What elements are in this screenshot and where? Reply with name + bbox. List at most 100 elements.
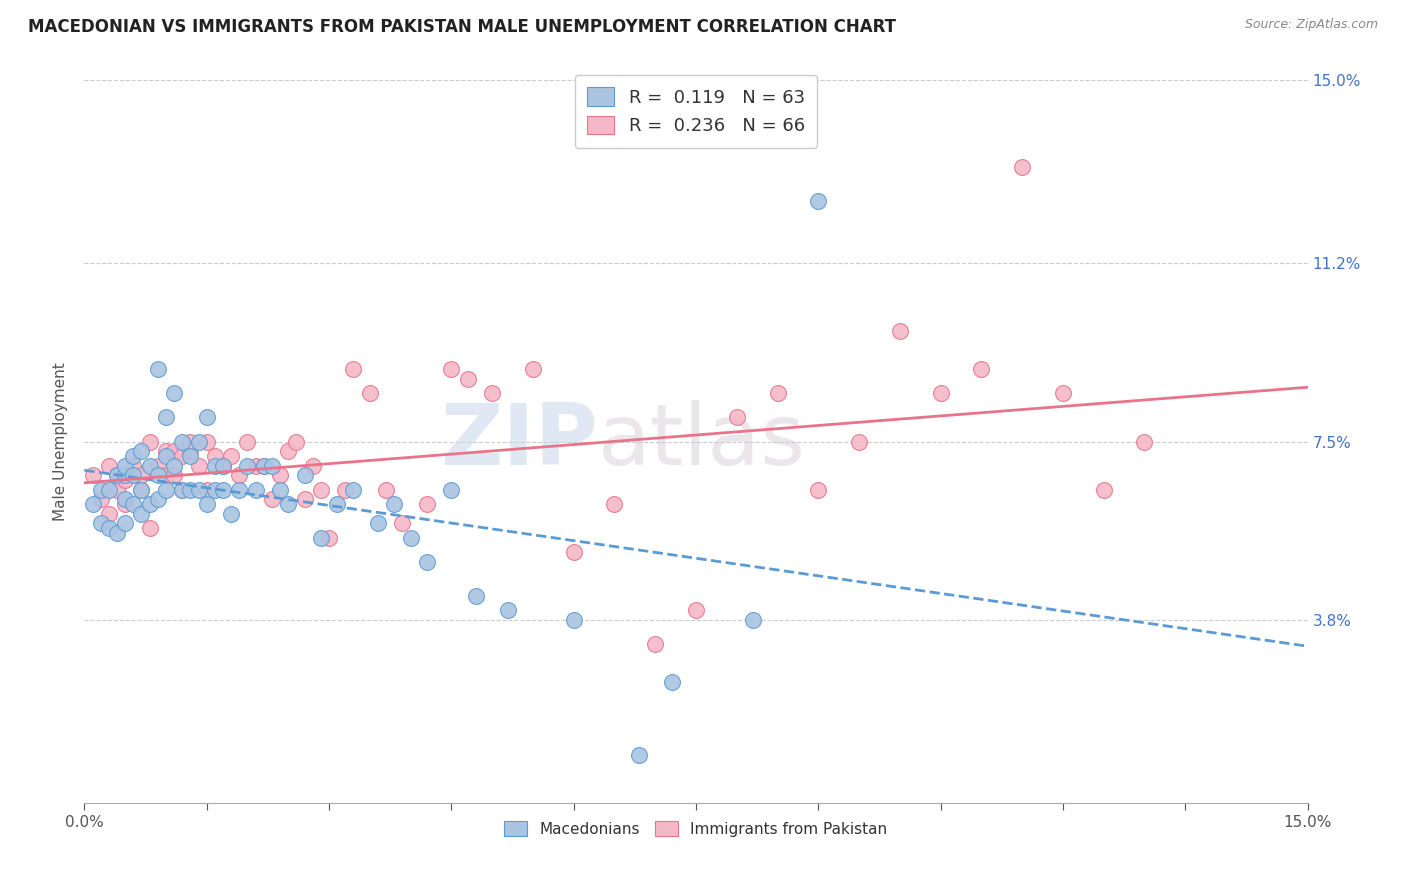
Point xyxy=(1011,160,1033,174)
Point xyxy=(146,468,169,483)
Point xyxy=(105,468,128,483)
Point xyxy=(122,458,145,473)
Point xyxy=(309,531,332,545)
Point xyxy=(725,410,748,425)
Text: Source: ZipAtlas.com: Source: ZipAtlas.com xyxy=(1244,18,1378,31)
Point xyxy=(105,483,128,497)
Text: atlas: atlas xyxy=(598,400,806,483)
Point xyxy=(163,458,186,473)
Point xyxy=(114,497,136,511)
Point xyxy=(155,483,177,497)
Point xyxy=(1092,483,1115,497)
Point xyxy=(260,492,283,507)
Point xyxy=(269,468,291,483)
Point xyxy=(889,324,911,338)
Point xyxy=(204,458,226,473)
Point xyxy=(179,449,201,463)
Point xyxy=(457,372,479,386)
Point xyxy=(187,434,209,449)
Point xyxy=(114,473,136,487)
Point xyxy=(219,507,242,521)
Point xyxy=(416,555,439,569)
Point xyxy=(204,483,226,497)
Point xyxy=(146,492,169,507)
Point xyxy=(228,483,250,497)
Point xyxy=(97,458,120,473)
Point xyxy=(661,675,683,690)
Point xyxy=(309,483,332,497)
Point xyxy=(105,526,128,541)
Point xyxy=(970,362,993,376)
Point xyxy=(97,521,120,535)
Point xyxy=(212,458,235,473)
Point xyxy=(90,516,112,531)
Point xyxy=(326,497,349,511)
Legend: Macedonians, Immigrants from Pakistan: Macedonians, Immigrants from Pakistan xyxy=(495,812,897,846)
Point xyxy=(138,458,160,473)
Point xyxy=(359,386,381,401)
Point xyxy=(1052,386,1074,401)
Point xyxy=(138,497,160,511)
Point xyxy=(481,386,503,401)
Point xyxy=(318,531,340,545)
Point xyxy=(155,444,177,458)
Point xyxy=(375,483,398,497)
Point xyxy=(195,434,218,449)
Point xyxy=(131,507,153,521)
Y-axis label: Male Unemployment: Male Unemployment xyxy=(53,362,69,521)
Point xyxy=(122,497,145,511)
Point xyxy=(1133,434,1156,449)
Text: MACEDONIAN VS IMMIGRANTS FROM PAKISTAN MALE UNEMPLOYMENT CORRELATION CHART: MACEDONIAN VS IMMIGRANTS FROM PAKISTAN M… xyxy=(28,18,896,36)
Point xyxy=(644,637,666,651)
Point xyxy=(416,497,439,511)
Point xyxy=(131,483,153,497)
Point xyxy=(562,613,585,627)
Point xyxy=(212,483,235,497)
Point xyxy=(382,497,405,511)
Point xyxy=(260,458,283,473)
Point xyxy=(195,483,218,497)
Point xyxy=(172,483,194,497)
Point xyxy=(929,386,952,401)
Point xyxy=(440,483,463,497)
Point xyxy=(97,483,120,497)
Point xyxy=(187,483,209,497)
Point xyxy=(245,483,267,497)
Point xyxy=(391,516,413,531)
Point xyxy=(245,458,267,473)
Point xyxy=(155,468,177,483)
Point xyxy=(146,362,169,376)
Point xyxy=(464,589,486,603)
Point xyxy=(277,497,299,511)
Point xyxy=(97,507,120,521)
Point xyxy=(807,483,830,497)
Point xyxy=(498,603,520,617)
Point xyxy=(195,410,218,425)
Point xyxy=(187,458,209,473)
Point xyxy=(122,468,145,483)
Point xyxy=(277,444,299,458)
Point xyxy=(848,434,870,449)
Point xyxy=(105,468,128,483)
Point xyxy=(90,483,112,497)
Point xyxy=(138,521,160,535)
Point xyxy=(131,483,153,497)
Point xyxy=(562,545,585,559)
Point xyxy=(399,531,422,545)
Point xyxy=(807,194,830,208)
Point xyxy=(766,386,789,401)
Point xyxy=(301,458,323,473)
Point xyxy=(204,449,226,463)
Point xyxy=(294,492,316,507)
Point xyxy=(342,483,364,497)
Point xyxy=(685,603,707,617)
Point xyxy=(155,410,177,425)
Point xyxy=(163,468,186,483)
Text: ZIP: ZIP xyxy=(440,400,598,483)
Point xyxy=(138,434,160,449)
Point xyxy=(522,362,544,376)
Point xyxy=(122,468,145,483)
Point xyxy=(82,468,104,483)
Point xyxy=(114,458,136,473)
Point xyxy=(172,434,194,449)
